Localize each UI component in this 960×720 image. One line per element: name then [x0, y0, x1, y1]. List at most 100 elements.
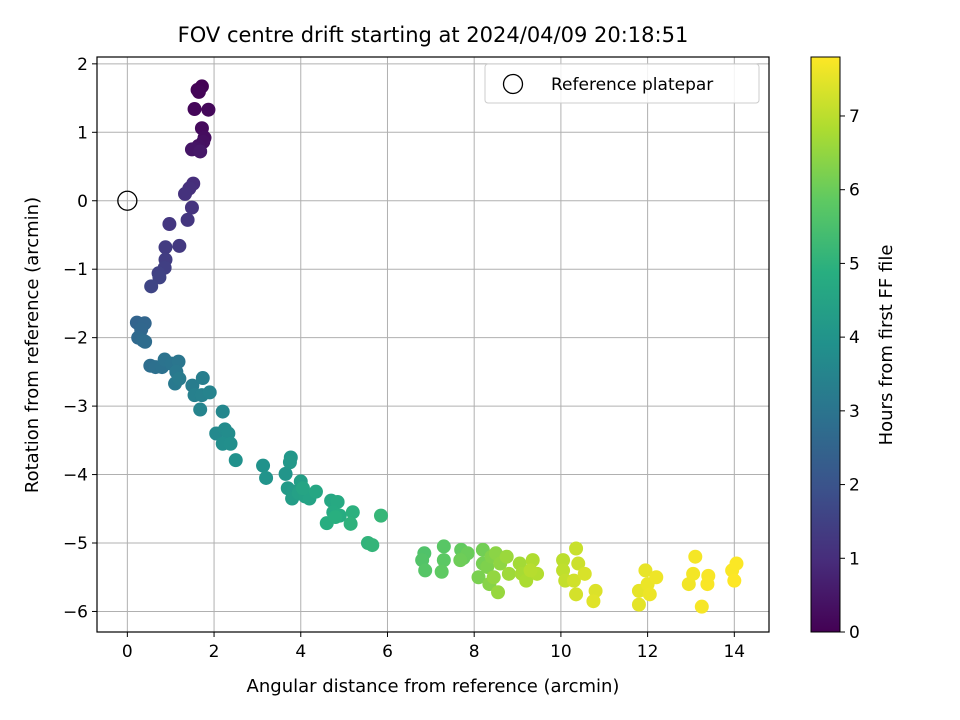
data-points: [117, 79, 744, 614]
x-tick-label: 0: [122, 642, 133, 662]
colorbar-tick-label: 7: [849, 107, 860, 127]
colorbar-tick-label: 3: [849, 402, 860, 422]
x-tick-label: 12: [637, 642, 659, 662]
data-point: [178, 186, 193, 201]
colorbar-gradient: [810, 56, 841, 633]
data-point: [259, 470, 274, 485]
data-point: [638, 563, 653, 578]
data-point: [631, 597, 646, 612]
data-point: [278, 466, 293, 481]
colorbar-tick-label: 6: [849, 181, 860, 201]
x-tick-label: 2: [209, 642, 220, 662]
data-point: [256, 458, 271, 473]
data-point: [577, 566, 592, 581]
data-point: [569, 587, 584, 602]
data-point: [295, 481, 310, 496]
colorbar-tick-label: 0: [849, 623, 860, 643]
data-point: [556, 553, 571, 568]
data-point: [201, 102, 216, 117]
data-point: [566, 573, 581, 588]
colorbar: 0 1 2 3 4 5 6 7 Hours from first FF file: [810, 56, 897, 643]
data-point: [436, 553, 451, 568]
y-tick-label: 0: [77, 192, 88, 212]
colorbar-tick-label: 5: [849, 254, 860, 274]
data-point: [523, 563, 538, 578]
data-point: [418, 563, 433, 578]
data-point: [569, 541, 584, 556]
data-point: [172, 371, 187, 386]
data-point: [202, 385, 217, 400]
data-point: [152, 270, 167, 285]
data-point: [138, 334, 153, 349]
x-tick-label: 8: [469, 642, 480, 662]
data-point: [471, 570, 486, 585]
colorbar-label: Hours from first FF file: [876, 245, 897, 446]
data-point: [184, 200, 199, 215]
x-tick-label: 6: [382, 642, 393, 662]
x-axis-ticks: 0 2 4 6 8 10 12 14: [122, 632, 745, 662]
data-point: [195, 371, 210, 386]
data-point: [586, 594, 601, 609]
data-point: [345, 505, 360, 520]
data-point: [223, 436, 238, 451]
y-tick-label: −6: [63, 602, 88, 622]
data-point: [144, 279, 159, 294]
reference-point-marker: [117, 190, 138, 211]
data-point: [694, 599, 709, 614]
data-point: [571, 556, 586, 571]
data-point: [373, 508, 388, 523]
data-point: [187, 102, 202, 117]
data-point: [365, 538, 380, 553]
data-point: [642, 587, 657, 602]
y-tick-label: −4: [63, 466, 88, 486]
data-point: [172, 238, 187, 253]
data-point: [729, 556, 744, 571]
data-point: [193, 144, 208, 159]
data-point: [434, 564, 449, 579]
chart-title: FOV centre drift starting at 2024/04/09 …: [178, 23, 689, 47]
x-tick-label: 4: [295, 642, 306, 662]
x-tick-label: 14: [723, 642, 745, 662]
data-point: [191, 84, 206, 99]
data-point: [162, 217, 177, 232]
grid-lines: [97, 57, 769, 632]
data-point: [436, 539, 451, 554]
data-point: [308, 484, 323, 499]
y-axis-ticks: 2 1 0 −1 −2 −3 −4 −5 −6: [63, 55, 97, 622]
y-tick-label: −3: [63, 397, 88, 417]
y-tick-label: −1: [63, 260, 88, 280]
legend-box: [484, 63, 760, 104]
data-point: [486, 570, 501, 585]
data-point: [649, 570, 664, 585]
y-axis-label: Rotation from reference (arcmin): [22, 197, 43, 493]
data-point: [686, 566, 701, 581]
data-point: [158, 240, 173, 255]
colorbar-tick-label: 4: [849, 328, 860, 348]
data-point: [228, 453, 243, 468]
data-point: [180, 212, 195, 227]
colorbar-ticks: 0 1 2 3 4 5 6 7: [840, 107, 860, 643]
x-tick-label: 10: [550, 642, 572, 662]
data-point: [282, 455, 297, 470]
colorbar-tick-label: 2: [849, 476, 860, 496]
data-point: [328, 510, 343, 524]
data-point: [499, 549, 514, 564]
plot-frame: [96, 56, 770, 633]
legend-label: Reference platepar: [551, 75, 713, 95]
legend: Reference platepar: [484, 63, 760, 104]
y-tick-label: −5: [63, 534, 88, 554]
data-point: [501, 566, 516, 581]
x-axis-label: Angular distance from reference (arcmin): [247, 676, 620, 697]
colorbar-tick-label: 1: [849, 549, 860, 569]
y-tick-label: 1: [77, 123, 88, 143]
y-tick-label: −2: [63, 329, 88, 349]
y-tick-label: 2: [77, 55, 88, 75]
data-point: [343, 516, 358, 531]
data-point: [491, 585, 506, 600]
data-point: [727, 573, 742, 588]
data-point: [453, 553, 468, 568]
legend-marker: [502, 73, 524, 95]
data-point: [688, 549, 703, 564]
data-point: [193, 402, 208, 417]
